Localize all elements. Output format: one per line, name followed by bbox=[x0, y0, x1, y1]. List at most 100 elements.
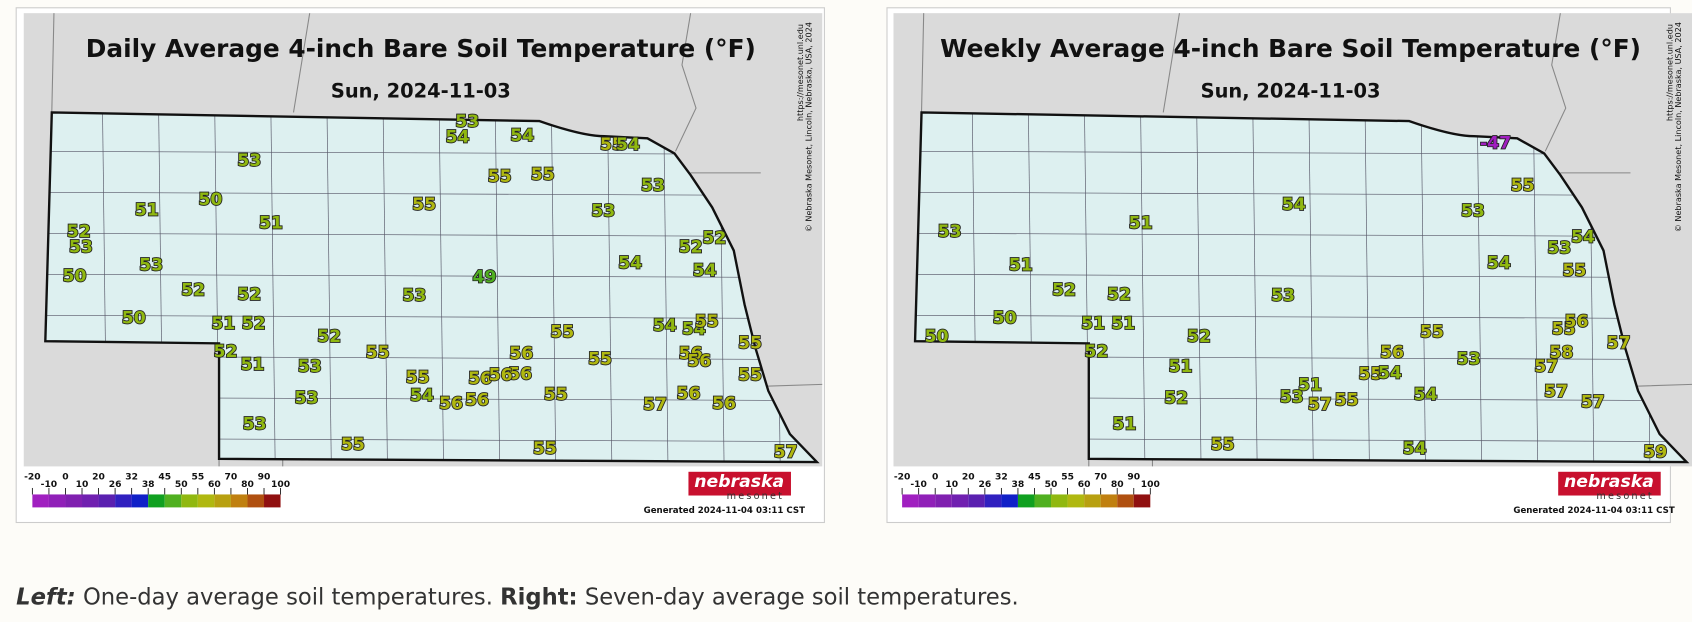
station-value: 54 bbox=[1571, 228, 1595, 248]
map-panel: Daily Average 4-inch Bare Soil Temperatu… bbox=[23, 13, 823, 516]
station-value: 52 bbox=[242, 314, 266, 334]
legend-tick-label: 38 bbox=[142, 479, 155, 490]
legend-cell bbox=[1067, 494, 1085, 508]
legend-cell bbox=[1117, 494, 1134, 508]
station-value: 58 bbox=[1549, 343, 1573, 363]
caption: Left: One-day average soil temperatures.… bbox=[16, 585, 1019, 611]
station-value: 56 bbox=[1380, 343, 1404, 363]
legend-tick-label: 80 bbox=[241, 479, 254, 490]
station-value: 56 bbox=[687, 352, 711, 372]
station-value: 50 bbox=[925, 327, 949, 347]
legend-cell bbox=[65, 494, 83, 508]
station-value: 55 bbox=[1420, 323, 1444, 343]
legend-tick-label: 0 bbox=[932, 471, 938, 482]
state-outline bbox=[913, 111, 1690, 464]
legend-cell bbox=[82, 494, 99, 508]
station-value: 55 bbox=[544, 385, 568, 405]
county-line bbox=[915, 273, 1687, 278]
station-value: 54 bbox=[1403, 439, 1427, 459]
station-value: 53 bbox=[938, 222, 962, 242]
legend-tick-label: -10 bbox=[41, 479, 58, 490]
station-value: 55 bbox=[1511, 176, 1535, 196]
logo: nebraska bbox=[1564, 472, 1654, 492]
credit-url: https://mesonet.unl.edu bbox=[1665, 24, 1675, 121]
legend-tick-label: 50 bbox=[175, 479, 188, 490]
station-value: 54 bbox=[618, 254, 642, 274]
station-value: 55 bbox=[600, 135, 624, 155]
legend-cell bbox=[902, 494, 919, 508]
station-value: 59 bbox=[1643, 442, 1667, 462]
station-value: 51 bbox=[1112, 414, 1136, 434]
generated: Generated 2024-11-04 03:11 CST bbox=[644, 506, 805, 516]
station-value: 55 bbox=[412, 195, 436, 215]
station-value: 53 bbox=[237, 151, 261, 171]
legend-tick-label: 26 bbox=[978, 479, 991, 490]
map-subtitle: Sun, 2024-11-03 bbox=[331, 79, 511, 102]
logo-sub: mesonet bbox=[1596, 491, 1653, 502]
station-value: 54 bbox=[682, 319, 706, 339]
logo: nebraska bbox=[694, 472, 784, 492]
legend-cell bbox=[98, 494, 116, 508]
station-value: 51 bbox=[259, 214, 283, 234]
neighbor-borders bbox=[51, 13, 823, 467]
station-value: 56 bbox=[1565, 312, 1589, 332]
county-line bbox=[438, 112, 444, 463]
station-value: 53 bbox=[402, 286, 426, 306]
station-value: 56 bbox=[439, 394, 463, 414]
station-value: 51 bbox=[1298, 375, 1322, 395]
legend-cell bbox=[1133, 494, 1151, 508]
county-line bbox=[326, 112, 332, 463]
station-value: 55 bbox=[341, 435, 365, 455]
state-outline bbox=[44, 111, 820, 464]
legend-cell bbox=[181, 494, 198, 508]
station-value: 53 bbox=[139, 256, 163, 276]
station-value: 55 bbox=[588, 350, 612, 370]
station-value: -47 bbox=[1480, 134, 1511, 154]
station-value: 55 bbox=[1562, 261, 1586, 281]
legend-tick-label: 10 bbox=[76, 479, 89, 490]
station-value: 57 bbox=[1544, 382, 1568, 402]
station-value: 52 bbox=[702, 229, 726, 249]
caption-text: Seven-day average soil temperatures. bbox=[585, 585, 1019, 611]
map-title: Daily Average 4-inch Bare Soil Temperatu… bbox=[86, 34, 756, 63]
county-line bbox=[1196, 112, 1202, 463]
county-line bbox=[45, 273, 817, 278]
station-value: 55 bbox=[1211, 435, 1235, 455]
county-line bbox=[45, 314, 817, 319]
legend-tick-label: 32 bbox=[125, 471, 138, 482]
credit-copyright: © Nebraska Mesonet, Lincoln, Nebraska, U… bbox=[1673, 22, 1683, 232]
county-line bbox=[1476, 112, 1482, 463]
legend-cell bbox=[918, 494, 936, 508]
legend-tick-label: 38 bbox=[1012, 479, 1025, 490]
county-line bbox=[1308, 112, 1314, 463]
station-value: 54 bbox=[1413, 385, 1437, 405]
legend-cell bbox=[1034, 494, 1052, 508]
station-value: 55 bbox=[366, 343, 390, 363]
legend-tick-label: 20 bbox=[92, 471, 105, 482]
station-value: 52 bbox=[181, 280, 205, 300]
legend-cell bbox=[164, 494, 182, 508]
legend-tick-label: 32 bbox=[995, 471, 1008, 482]
generated: Generated 2024-11-04 03:11 CST bbox=[1513, 506, 1674, 516]
station-value: 53 bbox=[455, 112, 479, 132]
county-line bbox=[607, 112, 613, 463]
station-value: 57 bbox=[774, 442, 798, 462]
legend-tick-label: 0 bbox=[62, 471, 68, 482]
logo-box bbox=[688, 471, 791, 496]
station-value: 53 bbox=[298, 357, 322, 377]
station-value: 54 bbox=[510, 126, 534, 146]
county-line bbox=[45, 232, 817, 237]
legend-cell bbox=[968, 494, 985, 508]
legend-cell bbox=[1100, 494, 1118, 508]
legend-tick-label: 100 bbox=[271, 479, 290, 490]
station-value: 50 bbox=[993, 309, 1017, 329]
station-value: 52 bbox=[67, 222, 91, 242]
station-value: 51 bbox=[1009, 256, 1033, 276]
legend-cell bbox=[1017, 494, 1035, 508]
station-value: 57 bbox=[1534, 357, 1558, 377]
legend-cell bbox=[1084, 494, 1101, 508]
legend-cell bbox=[984, 494, 1002, 508]
station-value: 55 bbox=[550, 323, 574, 343]
station-value: 53 bbox=[294, 388, 318, 408]
